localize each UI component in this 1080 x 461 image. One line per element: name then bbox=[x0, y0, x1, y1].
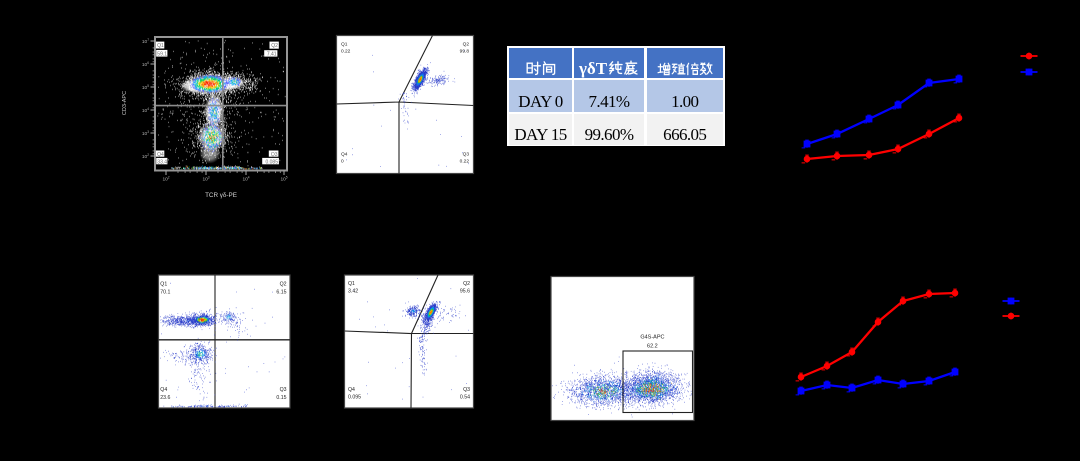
svg-text:Q2: Q2 bbox=[463, 42, 470, 48]
svg-text:Q4: Q4 bbox=[348, 387, 355, 393]
svg-text:Q2: Q2 bbox=[280, 282, 287, 288]
svg-text:102: 102 bbox=[162, 176, 169, 183]
svg-text:Q3: Q3 bbox=[280, 387, 287, 393]
svg-text:62.2: 62.2 bbox=[647, 344, 658, 350]
svg-text:Q4: Q4 bbox=[157, 152, 164, 158]
svg-text:105: 105 bbox=[280, 176, 287, 183]
svg-text:70.1: 70.1 bbox=[160, 290, 170, 296]
svg-text:99.8: 99.8 bbox=[460, 49, 470, 55]
svg-text:103: 103 bbox=[202, 176, 209, 183]
svg-text:102: 102 bbox=[142, 153, 149, 160]
svg-text:3.42: 3.42 bbox=[348, 288, 358, 294]
svg-text:Q2: Q2 bbox=[271, 43, 278, 49]
svg-text:Q2: Q2 bbox=[463, 281, 470, 287]
svg-text:0.15: 0.15 bbox=[276, 395, 286, 401]
svg-text:0.085: 0.085 bbox=[265, 160, 278, 166]
svg-text:107: 107 bbox=[142, 38, 149, 45]
svg-text:0.22: 0.22 bbox=[460, 159, 470, 165]
svg-text:0.22: 0.22 bbox=[341, 49, 351, 55]
svg-text:105: 105 bbox=[142, 84, 149, 91]
svg-text:G4S-APC: G4S-APC bbox=[640, 335, 664, 341]
svg-text:33.4: 33.4 bbox=[157, 160, 167, 166]
svg-text:0.095: 0.095 bbox=[348, 395, 361, 401]
svg-text:Q1: Q1 bbox=[348, 281, 355, 287]
svg-text:Q3: Q3 bbox=[271, 152, 278, 158]
svg-text:Q1: Q1 bbox=[157, 43, 164, 49]
svg-text:104: 104 bbox=[142, 107, 149, 114]
svg-text:Q3: Q3 bbox=[463, 152, 470, 158]
svg-text:TCR γδ-PE: TCR γδ-PE bbox=[205, 192, 237, 199]
svg-text:Q1: Q1 bbox=[160, 282, 167, 288]
svg-text:CD3-APC: CD3-APC bbox=[122, 91, 128, 115]
svg-text:23.6: 23.6 bbox=[160, 395, 170, 401]
svg-text:95.6: 95.6 bbox=[460, 288, 470, 294]
svg-text:7.41: 7.41 bbox=[267, 52, 277, 58]
svg-text:Q1: Q1 bbox=[341, 42, 348, 48]
svg-text:0: 0 bbox=[341, 159, 344, 165]
svg-text:103: 103 bbox=[142, 130, 149, 137]
svg-text:104: 104 bbox=[242, 176, 249, 183]
svg-text:0.54: 0.54 bbox=[460, 395, 470, 401]
svg-text:59.1: 59.1 bbox=[157, 52, 167, 58]
svg-text:Q3: Q3 bbox=[463, 387, 470, 393]
svg-text:106: 106 bbox=[142, 61, 149, 68]
svg-text:Q4: Q4 bbox=[341, 152, 348, 158]
svg-text:Q4: Q4 bbox=[160, 387, 167, 393]
svg-text:6.15: 6.15 bbox=[276, 290, 286, 296]
